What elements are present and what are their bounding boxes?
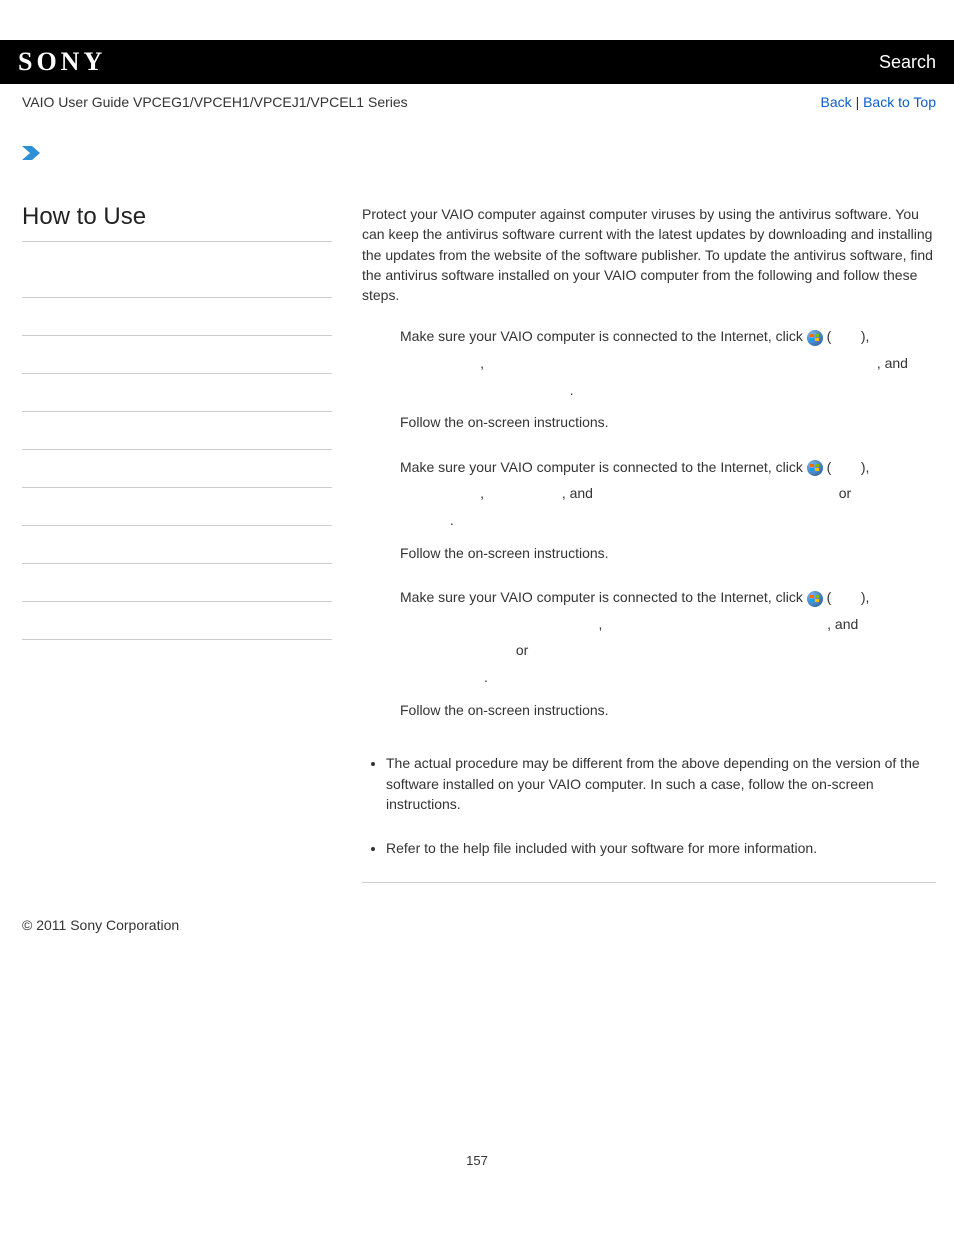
step-line: xxxxxxxxxxxx. [400, 664, 936, 691]
sidebar-item[interactable] [22, 564, 332, 602]
main-content: Protect your VAIO computer against compu… [362, 146, 936, 883]
sidebar-item[interactable] [22, 336, 332, 374]
hidden-text: xxxxxxxxxxxxxxxxxxxxxxxxxxxxxxxxxx [597, 485, 835, 501]
hidden-text: All Programs placeholder longer [400, 616, 598, 632]
sidebar-item[interactable] [22, 602, 332, 640]
note-item: Refer to the help file included with you… [386, 838, 936, 858]
page-number: 157 [0, 933, 954, 1188]
chevron-right-icon [22, 146, 40, 160]
steps-section: Make sure your VAIO computer is connecte… [400, 323, 936, 435]
sidebar-item[interactable] [22, 412, 332, 450]
page-body: How to Use Protect your VAIO computer ag… [0, 116, 954, 883]
hidden-text: Start [831, 459, 861, 475]
note-item: The actual procedure may be different fr… [386, 753, 936, 814]
step-text: ), [861, 459, 870, 475]
step-line: Make sure your VAIO computer is connecte… [400, 323, 936, 350]
step-text: , and [877, 355, 908, 371]
step-text: or [516, 642, 528, 658]
intro-paragraph: Protect your VAIO computer against compu… [362, 204, 936, 305]
hidden-text: xxxxxxxxxxxxxxxxxxxxxxxxxxxxxxxxxxxxxxxx… [488, 355, 873, 371]
windows-start-icon [807, 591, 823, 607]
guide-title: VAIO User Guide VPCEG1/VPCEH1/VPCEJ1/VPC… [22, 94, 408, 110]
hidden-text: program option placeholder [400, 382, 570, 398]
windows-start-icon [807, 460, 823, 476]
sidebar-item[interactable] [22, 526, 332, 564]
step-text: ), [861, 328, 870, 344]
sub-header: VAIO User Guide VPCEG1/VPCEH1/VPCEJ1/VPC… [0, 84, 954, 116]
hidden-text: xxxxxxxxxxxxxxxxxxxxxxxxxxxxxxx [606, 616, 823, 632]
hidden-text: Start [831, 589, 861, 605]
step-line: All Programs, xxxxxxxxxx , and xxxxxxxxx… [400, 480, 936, 507]
sidebar-item[interactable] [22, 260, 332, 298]
hidden-text: All Programs [400, 355, 480, 371]
step-line: Make sure your VAIO computer is connecte… [400, 584, 936, 611]
step-line: All Programs placeholder longer, xxxxxxx… [400, 611, 936, 664]
sidebar-item[interactable] [22, 488, 332, 526]
step-text: , [598, 616, 602, 632]
sidebar-item[interactable] [22, 450, 332, 488]
sidebar-item[interactable] [22, 374, 332, 412]
step-line: Follow the on-screen instructions. [400, 697, 936, 724]
hidden-text: All Programs [400, 485, 480, 501]
step-text: . [570, 382, 574, 398]
step-text: , and [827, 616, 858, 632]
hidden-text: xxxxxxxxxxxxxxxx [400, 642, 512, 658]
step-text: Make sure your VAIO computer is connecte… [400, 589, 807, 605]
step-line: Follow the on-screen instructions. [400, 409, 936, 436]
sidebar-title: How to Use [22, 203, 332, 242]
step-text: , [480, 355, 484, 371]
sidebar-item[interactable] [22, 298, 332, 336]
step-line: Follow the on-screen instructions. [400, 540, 936, 567]
hidden-text: xxxxxxxxxxxx [400, 669, 484, 685]
hidden-text: xxxxxxxxxx [488, 485, 558, 501]
step-text: . [484, 669, 488, 685]
search-link[interactable]: Search [879, 52, 936, 73]
breadcrumb: Back | Back to Top [821, 94, 936, 110]
step-text: or [839, 485, 851, 501]
copyright: © 2011 Sony Corporation [0, 883, 954, 933]
step-text: ), [861, 589, 870, 605]
step-text: Make sure your VAIO computer is connecte… [400, 459, 807, 475]
step-text: , [480, 485, 484, 501]
header-bar: SONY Search [0, 40, 954, 84]
step-text: Make sure your VAIO computer is connecte… [400, 328, 807, 344]
back-link[interactable]: Back [821, 94, 852, 110]
back-to-top-link[interactable]: Back to Top [863, 94, 936, 110]
step-text: , and [562, 485, 593, 501]
sidebar: How to Use [22, 146, 332, 883]
steps-section: Make sure your VAIO computer is connecte… [400, 454, 936, 566]
hidden-text: Start [831, 328, 861, 344]
step-line: All Programs, xxxxxxxxxxxxxxxxxxxxxxxxxx… [400, 350, 936, 377]
separator: | [856, 94, 864, 110]
hidden-text: option a [400, 512, 450, 528]
step-line: Make sure your VAIO computer is connecte… [400, 454, 936, 481]
step-line: program option placeholder. [400, 377, 936, 404]
step-text: . [450, 512, 454, 528]
windows-start-icon [807, 330, 823, 346]
divider [362, 882, 936, 883]
step-line: option a. [400, 507, 936, 534]
steps-section: Make sure your VAIO computer is connecte… [400, 584, 936, 723]
sony-logo: SONY [18, 47, 106, 77]
notes-list: The actual procedure may be different fr… [386, 753, 936, 858]
